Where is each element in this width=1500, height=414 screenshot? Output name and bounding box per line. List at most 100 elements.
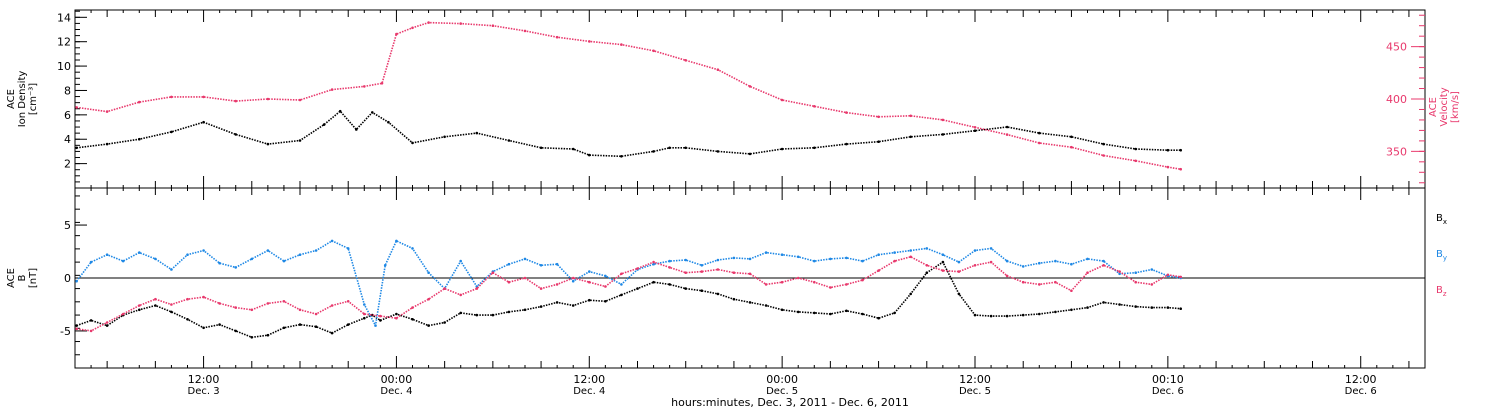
data-point [1021, 313, 1025, 317]
data-point [861, 312, 864, 316]
data-point [1102, 301, 1105, 304]
data-point [684, 287, 687, 290]
data-point [346, 300, 350, 303]
data-point [395, 316, 398, 320]
data-point [383, 264, 387, 267]
data-point [186, 318, 189, 321]
data-point [346, 323, 350, 326]
data-point [989, 247, 993, 250]
data-point [1179, 148, 1182, 152]
right-axis-label-line: ACE [1428, 97, 1439, 117]
data-point [170, 303, 173, 306]
data-point [748, 301, 752, 304]
data-point [314, 249, 318, 252]
data-point [893, 311, 896, 315]
data-point [170, 95, 173, 99]
data-point [780, 98, 784, 102]
data-point [459, 311, 463, 315]
data-point [588, 280, 591, 284]
data-point [491, 24, 495, 28]
data-point [604, 300, 607, 303]
x-tick-time-label: 00:10 [1152, 373, 1184, 386]
data-point [588, 153, 591, 157]
data-point [1005, 259, 1009, 263]
data-point [555, 283, 559, 286]
data-point [636, 267, 639, 270]
data-point [684, 258, 687, 262]
series-Bz [75, 255, 1182, 333]
data-point [298, 323, 302, 326]
x-axis-ticks [74, 188, 1426, 368]
data-point [282, 259, 286, 263]
data-point [507, 262, 511, 266]
data-point [138, 100, 141, 104]
data-point [475, 313, 479, 317]
data-point [491, 271, 495, 275]
data-point [941, 260, 945, 264]
data-point [250, 336, 254, 339]
data-point [845, 283, 848, 286]
data-point [507, 280, 511, 284]
data-point [338, 109, 342, 113]
data-point [387, 120, 390, 124]
data-point [829, 257, 832, 261]
data-point [234, 99, 237, 103]
data-point [1086, 271, 1089, 275]
data-point [523, 308, 527, 312]
right-tick-label: 350 [1386, 145, 1407, 158]
left-axis-ticks: -5 0 5 [60, 195, 87, 369]
left-tick-label: 10 [57, 60, 71, 73]
data-point [395, 239, 398, 243]
x-tick-date-label: Dec. 5 [959, 386, 991, 397]
data-point [89, 329, 93, 333]
data-point [780, 280, 784, 284]
data-point [1118, 303, 1121, 306]
data-point [973, 126, 977, 129]
data-point [861, 278, 864, 282]
series-line [76, 261, 1181, 339]
right-tick-label: 450 [1386, 41, 1407, 54]
data-point [105, 253, 109, 256]
data-point [1179, 307, 1182, 311]
data-point [877, 140, 880, 143]
data-point [1070, 308, 1073, 312]
legend-entry-y: By [1436, 249, 1447, 262]
data-point [1086, 257, 1089, 261]
data-point [1102, 154, 1105, 157]
left-axis-label-line: ACE [6, 89, 17, 109]
data-point [1150, 306, 1154, 309]
data-point [298, 98, 302, 102]
legend-label: B [1436, 249, 1443, 260]
data-point [411, 26, 414, 30]
data-point [1070, 145, 1073, 149]
data-point [1166, 306, 1170, 309]
data-point [1150, 283, 1154, 286]
data-point [652, 262, 655, 266]
data-point [1166, 165, 1170, 169]
data-point [266, 302, 270, 305]
data-point [75, 324, 78, 327]
data-point [154, 257, 157, 261]
left-axis-label-line: [nT] [28, 268, 39, 288]
data-point [925, 271, 929, 275]
data-point [1054, 259, 1057, 263]
data-point [330, 88, 334, 91]
data-point [973, 264, 977, 267]
data-point [652, 280, 655, 284]
data-point [941, 133, 945, 136]
data-point [748, 272, 752, 276]
data-point [202, 120, 205, 124]
x-tick-date-label: Dec. 4 [573, 386, 605, 397]
left-tick-label: 2 [64, 158, 71, 171]
right-axis-label-line: Velocity [1439, 87, 1450, 126]
data-point [1134, 147, 1137, 151]
data-point [380, 82, 384, 85]
legend-subscript: y [1443, 254, 1447, 262]
data-point [330, 304, 334, 307]
data-point [234, 329, 237, 333]
x-tick-time-label: 00:00 [381, 373, 413, 386]
data-point [700, 270, 704, 273]
data-point [716, 150, 720, 153]
